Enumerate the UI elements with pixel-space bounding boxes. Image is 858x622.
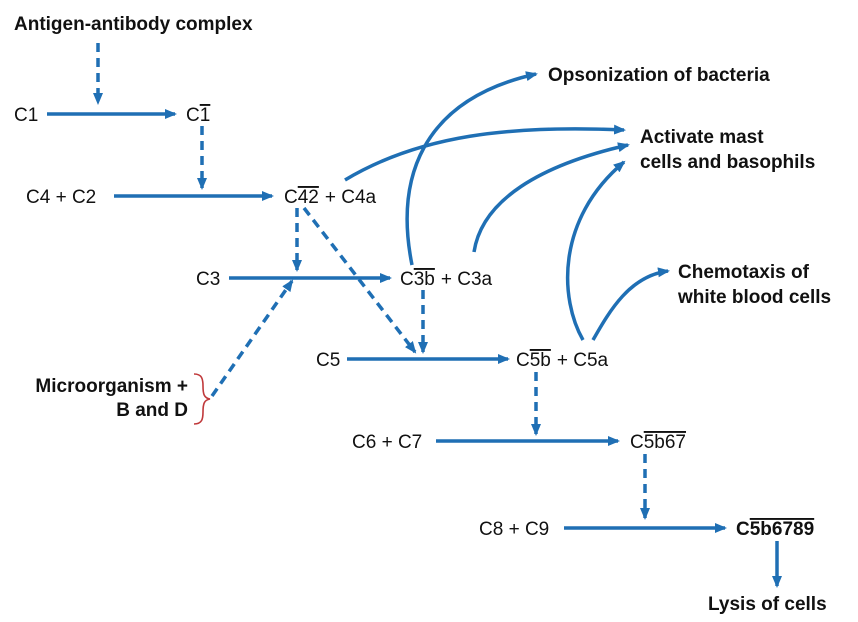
c5-label: C5: [316, 350, 340, 371]
c8-c9-label: C8 + C9: [479, 519, 549, 540]
microorganism-brace: [193, 373, 211, 425]
c5b-base: C: [516, 350, 530, 371]
c1-active-base: C: [186, 105, 200, 126]
arrow-c3a-to-mast-cells: [472, 142, 630, 253]
c5b67-label: C5b67: [630, 432, 686, 453]
c5b-overline: 5b: [530, 350, 551, 371]
chemotaxis-label-line1: Chemotaxis of: [678, 262, 810, 283]
c3b-overline: 3b: [414, 269, 435, 290]
c1-label: C1: [14, 105, 38, 126]
activate-mast-cells-label-line2: cells and basophils: [640, 152, 815, 173]
c3b-c3a-label: C3b + C3a: [400, 269, 493, 290]
opsonization-label: Opsonization of bacteria: [548, 65, 770, 86]
c5b67-overline: 5b67: [644, 432, 686, 453]
c3b-base: C: [400, 269, 414, 290]
c5b6789-overline: 5b6789: [750, 519, 814, 540]
c3b-tail: + C3a: [441, 269, 493, 290]
c42-base: C: [284, 187, 298, 208]
arrow-c3b-to-opsonization: [405, 71, 538, 266]
activate-mast-cells-label-line1: Activate mast: [640, 127, 764, 148]
chemotaxis-label-line2: white blood cells: [677, 287, 831, 308]
c6-c7-label: C6 + C7: [352, 432, 422, 453]
arrow-c42-to-c5: [302, 206, 417, 354]
arrow-c5a-to-mast-cells: [565, 160, 626, 341]
c5b6789-base: C: [736, 519, 750, 540]
c3-label: C3: [196, 269, 220, 290]
c1-active-overline: 1: [200, 105, 211, 126]
c5b67-base: C: [630, 432, 644, 453]
antigen-antibody-complex-label: Antigen-antibody complex: [14, 14, 253, 35]
arrow-c42-to-mast-cells: [344, 124, 626, 182]
c1-active-label: C1: [186, 105, 210, 126]
c5b-tail: + C5a: [557, 350, 609, 371]
microorganism-label-line1: Microorganism +: [35, 376, 188, 397]
c42-tail: + C4a: [325, 187, 377, 208]
arrow-microorganism-to-c3: [210, 279, 294, 397]
arrow-c5a-to-chemotaxis: [591, 267, 670, 341]
c42-c4a-label: C42 + C4a: [284, 187, 377, 208]
c4-c2-label: C4 + C2: [26, 187, 96, 208]
c5b6789-label: C5b6789: [736, 519, 814, 540]
c42-overline: 42: [298, 187, 319, 208]
lysis-of-cells-label: Lysis of cells: [708, 594, 827, 615]
c5b-c5a-label: C5b + C5a: [516, 350, 609, 371]
microorganism-label-line2: B and D: [116, 400, 188, 421]
